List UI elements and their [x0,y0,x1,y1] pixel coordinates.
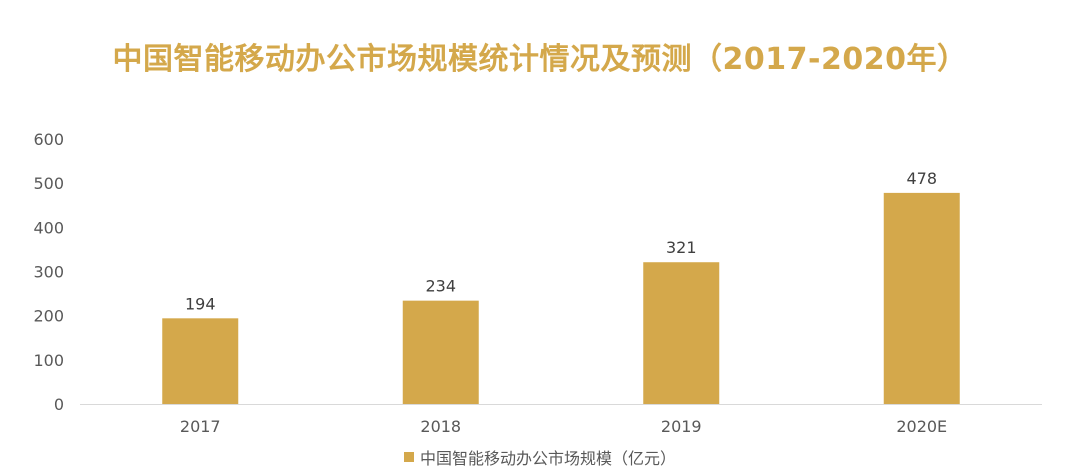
y-tick-label: 400 [33,218,64,237]
bar [883,192,960,404]
y-tick-label: 200 [33,307,64,326]
x-tick-label: 2020E [896,417,947,436]
data-label: 321 [666,238,697,257]
y-tick-label: 300 [33,263,64,282]
legend-swatch [403,452,414,462]
bar [402,300,479,404]
legend-label: 中国智能移动办公市场规模（亿元） [419,449,676,468]
x-tick-label: 2019 [661,417,702,436]
bar [162,318,239,404]
y-tick-label: 500 [33,174,64,193]
data-label: 194 [185,294,216,313]
chart-legend: 中国智能移动办公市场规模（亿元） [0,445,1080,469]
x-tick-label: 2018 [420,417,461,436]
y-tick-label: 100 [33,351,64,370]
chart-title: 中国智能移动办公市场规模统计情况及预测（2017-2020年） [112,42,968,77]
data-label: 234 [425,277,456,296]
x-tick-label: 2017 [180,417,221,436]
data-label: 478 [906,169,937,188]
bar [643,262,720,404]
y-tick-label: 600 [33,130,64,149]
y-tick-label: 0 [54,395,64,414]
